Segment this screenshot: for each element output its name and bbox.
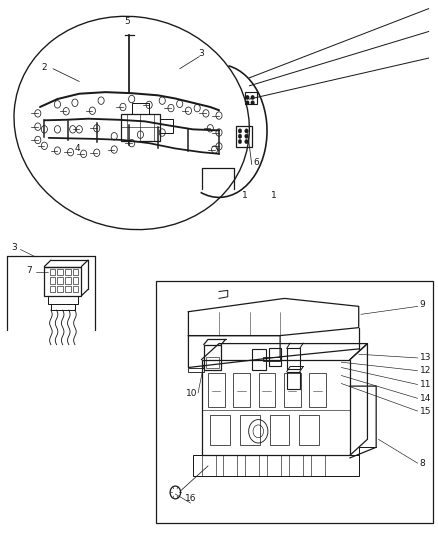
Text: 1: 1 [242,191,248,200]
Text: 3: 3 [199,50,205,58]
Circle shape [238,140,242,144]
Text: 11: 11 [420,380,431,389]
Bar [287,372,300,389]
Bar [188,368,204,372]
Bar [65,277,71,284]
Bar [233,373,250,407]
Bar [65,286,71,292]
Bar [299,415,319,445]
Bar [245,455,259,477]
Circle shape [238,134,242,139]
Circle shape [245,134,248,139]
Bar [73,286,78,292]
Bar [201,455,215,477]
Bar [57,277,63,284]
Bar [311,455,325,477]
Circle shape [245,140,248,144]
Bar [267,455,281,477]
Bar [73,269,78,275]
Bar [57,269,63,275]
Text: 3: 3 [11,244,17,253]
Bar [204,345,221,370]
Text: 7: 7 [26,266,32,274]
Bar [289,455,303,477]
Text: 14: 14 [420,394,431,403]
Bar [287,349,300,368]
Circle shape [251,101,254,104]
Bar [284,373,300,407]
Text: 15: 15 [420,407,431,416]
Bar [132,103,149,114]
Circle shape [246,96,249,99]
Bar [49,269,55,275]
Bar [51,304,75,310]
Bar [155,281,433,523]
Bar [259,373,276,407]
Bar [263,357,280,361]
Bar [44,266,81,296]
Bar [237,126,252,147]
Text: 9: 9 [420,300,426,309]
Text: 12: 12 [420,366,431,375]
Text: 13: 13 [420,353,431,362]
Bar [57,286,63,292]
Bar [193,455,359,477]
Text: 8: 8 [420,459,426,467]
Text: 10: 10 [186,389,197,398]
Bar [48,296,78,304]
Bar [309,373,326,407]
Text: 1: 1 [271,191,276,200]
Bar [201,360,350,455]
Bar [160,119,173,133]
Text: 16: 16 [185,494,196,503]
Circle shape [238,129,242,133]
Bar [208,373,225,407]
Bar [65,269,71,275]
Bar [270,415,289,445]
Circle shape [246,101,249,104]
Bar [223,455,237,477]
Text: 5: 5 [124,18,130,27]
Bar [49,286,55,292]
Text: 6: 6 [253,158,259,167]
Bar [252,349,266,370]
Bar [73,277,78,284]
Bar [49,277,55,284]
Text: 2: 2 [42,63,47,71]
Bar [245,92,258,104]
Bar [269,348,282,367]
Bar [210,415,230,445]
Text: 4: 4 [74,144,80,153]
Bar [206,357,219,368]
Circle shape [245,129,248,133]
Bar [121,114,160,141]
Bar [240,415,260,445]
Circle shape [251,96,254,99]
